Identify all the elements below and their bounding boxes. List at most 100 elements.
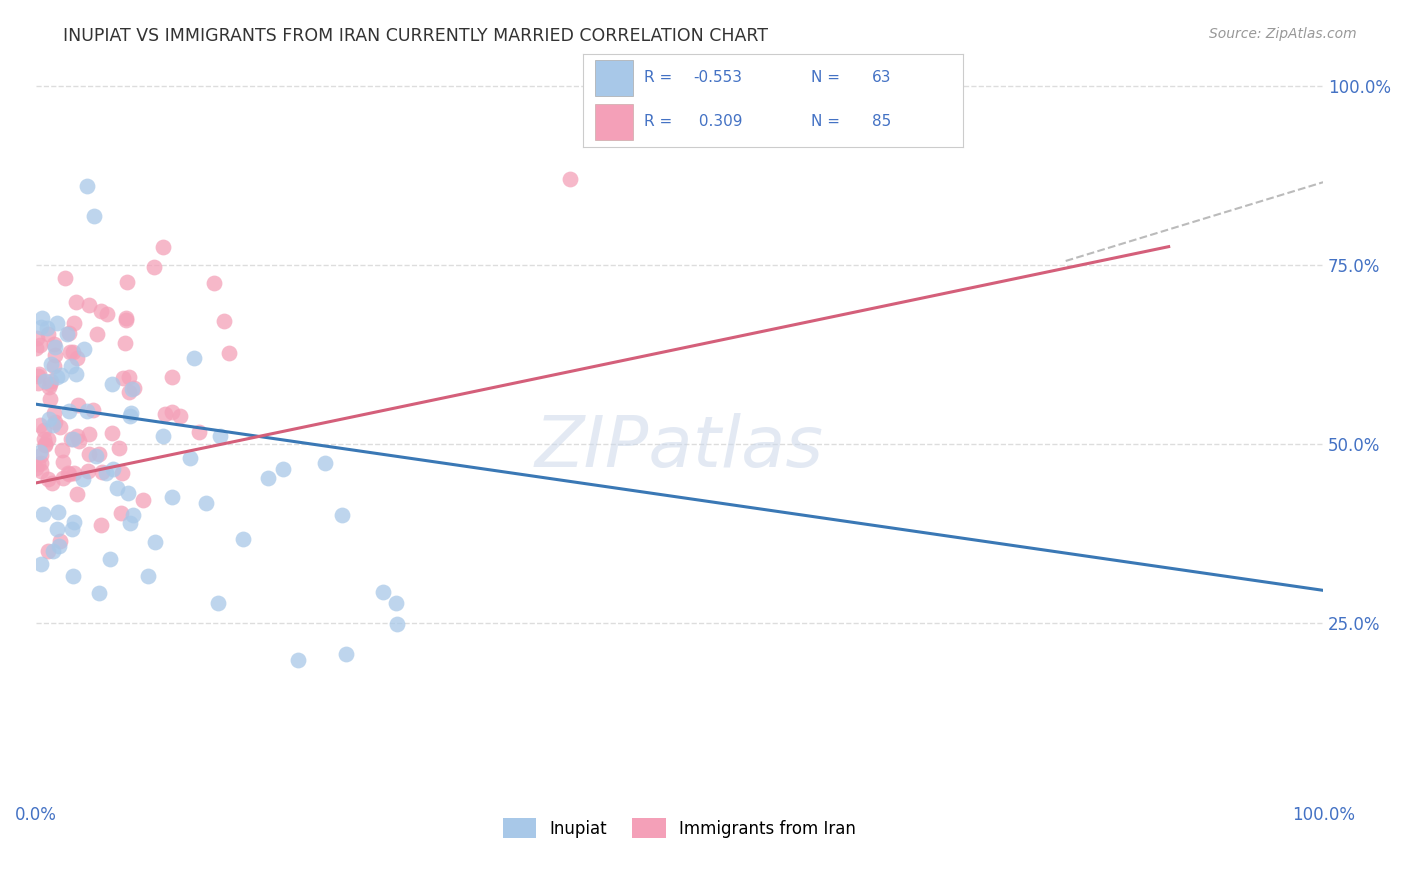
Point	[143, 535, 166, 549]
Point	[160, 369, 183, 384]
Point	[63, 316, 86, 330]
Point	[34, 374, 56, 388]
Point	[107, 481, 129, 495]
Point	[87, 586, 110, 600]
Point	[118, 516, 141, 531]
Point	[30, 417, 52, 432]
Point	[42, 406, 65, 420]
Point	[52, 471, 75, 485]
Point	[27, 367, 49, 381]
Point	[30, 338, 52, 352]
Point	[48, 539, 70, 553]
Point	[110, 506, 132, 520]
Point	[100, 377, 122, 392]
Point	[62, 345, 84, 359]
Point	[58, 467, 80, 481]
Point	[52, 454, 75, 468]
Text: N =: N =	[811, 70, 845, 86]
Point	[44, 415, 66, 429]
Text: N =: N =	[811, 114, 845, 129]
Point	[183, 351, 205, 365]
Point	[118, 409, 141, 423]
Point	[28, 445, 51, 459]
Point	[257, 471, 280, 485]
Point	[314, 456, 336, 470]
Point	[66, 487, 89, 501]
Point	[202, 276, 225, 290]
Point	[38, 380, 60, 394]
Point	[115, 310, 138, 325]
Point	[101, 462, 124, 476]
Point	[87, 446, 110, 460]
Point	[63, 516, 86, 530]
Point	[218, 345, 240, 359]
Point	[35, 320, 58, 334]
Point	[121, 382, 143, 396]
Point	[160, 405, 183, 419]
Point	[49, 420, 72, 434]
Text: -0.553: -0.553	[693, 70, 742, 86]
Point	[34, 432, 56, 446]
Point	[169, 409, 191, 423]
Point	[49, 368, 72, 383]
Point	[42, 418, 65, 433]
Point	[58, 326, 80, 340]
Point	[212, 314, 235, 328]
Text: 0.309: 0.309	[693, 114, 742, 129]
Point	[42, 544, 65, 558]
Point	[90, 517, 112, 532]
Point	[59, 345, 82, 359]
Point	[42, 359, 65, 374]
Point	[385, 617, 408, 632]
Point	[30, 448, 52, 462]
Point	[77, 427, 100, 442]
Point	[118, 369, 141, 384]
Point	[51, 442, 73, 457]
Text: INUPIAT VS IMMIGRANTS FROM IRAN CURRENTLY MARRIED CORRELATION CHART: INUPIAT VS IMMIGRANTS FROM IRAN CURRENTL…	[63, 27, 768, 45]
Text: ZIPatlas: ZIPatlas	[536, 413, 824, 482]
Point	[76, 178, 98, 193]
Point	[25, 341, 48, 355]
Point	[118, 385, 141, 400]
Point	[41, 357, 63, 371]
Point	[122, 508, 145, 523]
Point	[179, 450, 201, 465]
Text: R =: R =	[644, 70, 678, 86]
Point	[58, 467, 80, 481]
Point	[31, 310, 53, 325]
Point	[30, 456, 52, 470]
Point	[66, 351, 89, 366]
Point	[96, 466, 118, 480]
Point	[73, 342, 96, 356]
Point	[48, 505, 70, 519]
Point	[83, 209, 105, 223]
Point	[100, 425, 122, 440]
Point	[232, 532, 254, 546]
Point	[58, 404, 80, 418]
Point	[37, 544, 59, 558]
Point	[82, 403, 104, 417]
Point	[30, 319, 52, 334]
Point	[27, 376, 49, 390]
Point	[39, 374, 62, 388]
Point	[45, 316, 67, 330]
Point	[287, 653, 309, 667]
Point	[62, 432, 84, 446]
Bar	[595, 60, 633, 95]
Point	[188, 425, 211, 439]
Point	[65, 295, 87, 310]
Point	[67, 434, 90, 448]
Text: 85: 85	[872, 114, 891, 129]
Point	[62, 568, 84, 582]
Point	[37, 432, 59, 446]
Point	[32, 423, 55, 437]
Point	[114, 313, 136, 327]
Point	[65, 428, 87, 442]
Point	[152, 429, 174, 443]
Point	[558, 171, 581, 186]
Point	[384, 596, 406, 610]
Point	[90, 304, 112, 318]
Point	[132, 492, 155, 507]
Point	[65, 368, 87, 382]
Point	[25, 460, 48, 475]
